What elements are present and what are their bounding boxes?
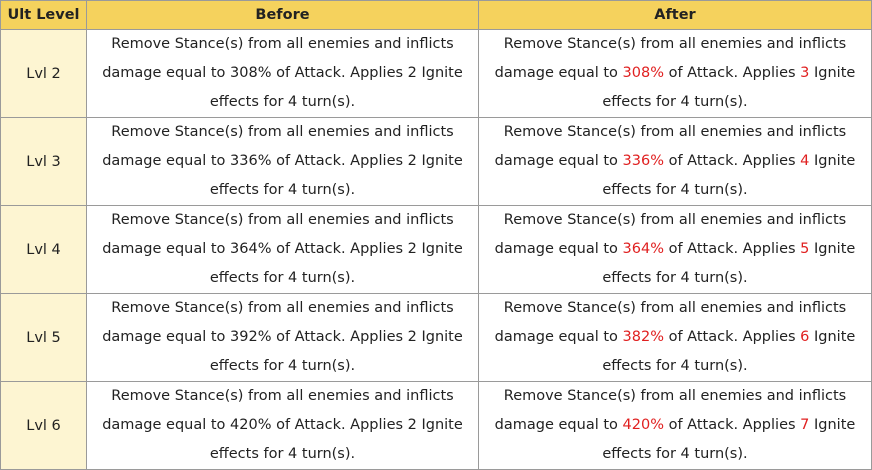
after-text: of Attack. Applies (663, 417, 801, 433)
after-text: Remove Stance(s) from all enemies and in… (494, 36, 847, 81)
after-description: Remove Stance(s) from all enemies and in… (478, 205, 872, 294)
before-description: Remove Stance(s) from all enemies and in… (86, 205, 479, 294)
table-row: Lvl 4 Remove Stance(s) from all enemies … (0, 205, 872, 294)
changed-percent: 382% (622, 329, 664, 345)
after-text: Ignite effects for 4 turn(s). (602, 65, 856, 110)
before-description: Remove Stance(s) from all enemies and in… (86, 29, 479, 118)
after-text: of Attack. Applies (663, 65, 801, 81)
table-row: Lvl 6 Remove Stance(s) from all enemies … (0, 381, 872, 470)
changed-ignite-count: 4 (800, 153, 810, 169)
changed-ignite-count: 5 (800, 241, 810, 257)
header-row: Ult Level Before After (0, 0, 872, 30)
after-text: Ignite effects for 4 turn(s). (602, 153, 856, 198)
before-description: Remove Stance(s) from all enemies and in… (86, 117, 479, 206)
changed-percent: 308% (622, 65, 664, 81)
after-text: Ignite effects for 4 turn(s). (602, 329, 856, 374)
after-text: Remove Stance(s) from all enemies and in… (494, 300, 847, 345)
after-text: Remove Stance(s) from all enemies and in… (494, 124, 847, 169)
after-text: of Attack. Applies (663, 153, 801, 169)
level-cell: Lvl 4 (0, 205, 87, 294)
after-description: Remove Stance(s) from all enemies and in… (478, 29, 872, 118)
before-description: Remove Stance(s) from all enemies and in… (86, 381, 479, 470)
after-text: Remove Stance(s) from all enemies and in… (494, 388, 847, 433)
after-text: of Attack. Applies (663, 241, 801, 257)
level-cell: Lvl 2 (0, 29, 87, 118)
after-description: Remove Stance(s) from all enemies and in… (478, 117, 872, 206)
table-row: Lvl 3 Remove Stance(s) from all enemies … (0, 117, 872, 206)
changed-ignite-count: 3 (800, 65, 810, 81)
after-text: Ignite effects for 4 turn(s). (602, 241, 856, 286)
after-text: Remove Stance(s) from all enemies and in… (494, 212, 847, 257)
changed-ignite-count: 6 (800, 329, 810, 345)
changed-percent: 364% (622, 241, 664, 257)
header-before: Before (86, 0, 479, 30)
level-cell: Lvl 6 (0, 381, 87, 470)
changed-ignite-count: 7 (800, 417, 810, 433)
after-text: Ignite effects for 4 turn(s). (602, 417, 856, 462)
changed-percent: 336% (622, 153, 664, 169)
before-description: Remove Stance(s) from all enemies and in… (86, 293, 479, 382)
header-after: After (478, 0, 872, 30)
level-cell: Lvl 5 (0, 293, 87, 382)
level-cell: Lvl 3 (0, 117, 87, 206)
after-description: Remove Stance(s) from all enemies and in… (478, 293, 872, 382)
after-text: of Attack. Applies (663, 329, 801, 345)
table-row: Lvl 5 Remove Stance(s) from all enemies … (0, 293, 872, 382)
after-description: Remove Stance(s) from all enemies and in… (478, 381, 872, 470)
header-ult-level: Ult Level (0, 0, 87, 30)
table-row: Lvl 2 Remove Stance(s) from all enemies … (0, 29, 872, 118)
changed-percent: 420% (622, 417, 664, 433)
